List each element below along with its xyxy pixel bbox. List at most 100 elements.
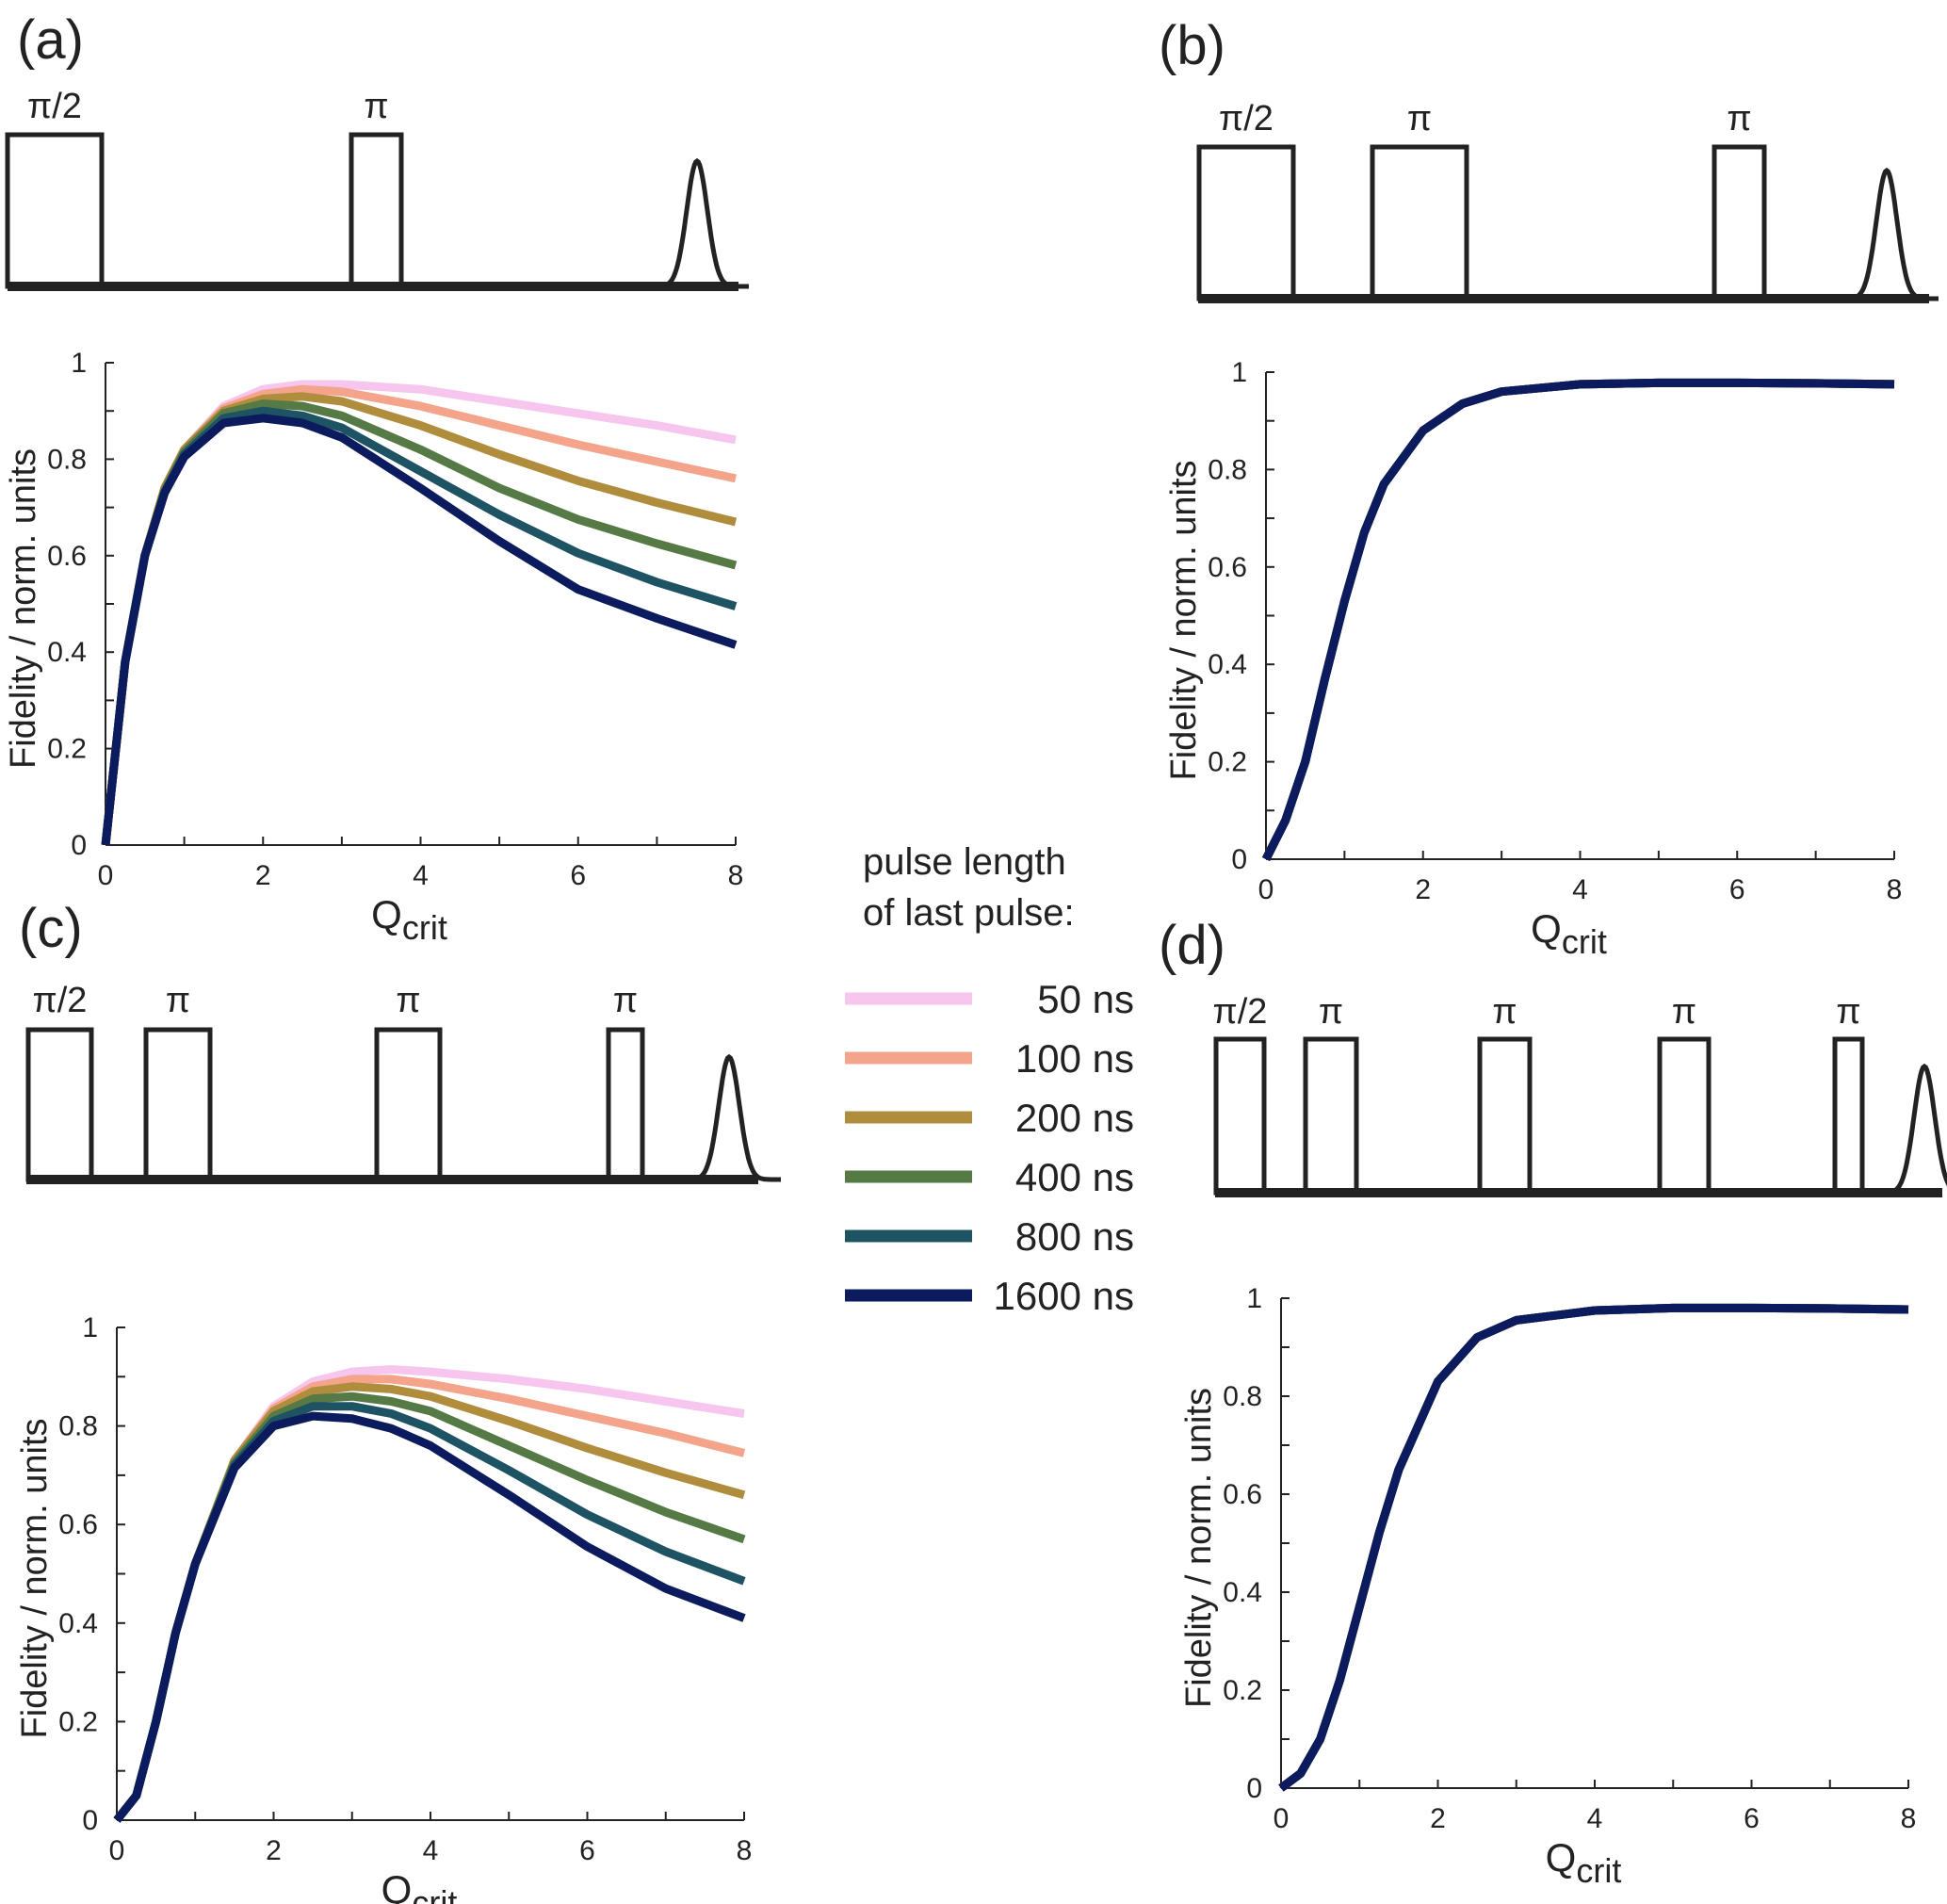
y-tick-label: 1 (71, 348, 87, 379)
y-tick-label: 0 (71, 830, 87, 861)
y-axis-label: Fidelity / norm. units (15, 1419, 55, 1739)
pulse-label: π (613, 981, 638, 1020)
pulse-box (143, 1027, 213, 1182)
y-tick-label: 0.6 (1223, 1479, 1262, 1510)
y-axis-label: Fidelity / norm. units (4, 448, 43, 769)
y-tick-label: 0.8 (58, 1411, 98, 1442)
fidelity-plot: 0 2 4 6 8 0 0.2 0.4 0.6 0.8 1 Qcrit Fidelity / norm.… (1164, 357, 1902, 961)
x-tick-label: 4 (413, 860, 429, 891)
y-tick-label: 0 (1231, 844, 1247, 875)
panel-d: (d) π/2 π π π π 0 2 4 6 8 0 0.2 0.4 0.6 0.8 1 Qcrit Fideli… (1159, 915, 1947, 1890)
pulse-label: π (1836, 992, 1860, 1032)
panel-label: (d) (1159, 915, 1225, 976)
x-tick-label: 6 (579, 1835, 595, 1866)
pulse-label: π (1319, 992, 1343, 1032)
x-tick-label: 0 (98, 860, 114, 891)
echo-signal (645, 157, 749, 289)
legend: pulse length of last pulse: 50 ns 100 ns 200… (845, 841, 1134, 1318)
panel-label: (c) (19, 898, 83, 959)
series-line-800-ns (1261, 378, 1895, 862)
pulse-sequence: π/2 π π (1196, 99, 1939, 303)
pulse-box (25, 1027, 94, 1182)
y-tick-label: 0.4 (1223, 1577, 1262, 1608)
x-axis-label-subscript: crit (402, 908, 447, 947)
pulse-box (5, 132, 105, 289)
x-axis-label: Qcrit (1546, 1835, 1622, 1890)
x-axis-label-main: Q (381, 1867, 413, 1904)
legend-item-label: 100 ns (1015, 1036, 1134, 1081)
pulse-box (1832, 1036, 1865, 1196)
series-line-200-ns (101, 392, 738, 846)
fidelity-plot: 0 2 4 6 8 0 0.2 0.4 0.6 0.8 1 Qcrit Fidelity / norm.… (1179, 1283, 1916, 1890)
y-tick-label: 0.2 (47, 734, 87, 765)
x-tick-label: 0 (109, 1835, 125, 1866)
echo-signal (1835, 167, 1939, 301)
x-axis-label: Qcrit (1531, 906, 1607, 961)
series-line-800-ns (101, 406, 738, 846)
x-tick-label: 4 (1587, 1803, 1603, 1834)
pulse-label: π/2 (1213, 992, 1268, 1032)
x-tick-label: 6 (1729, 874, 1745, 905)
y-tick-label: 0 (82, 1805, 98, 1836)
y-tick-label: 0.8 (1208, 454, 1247, 485)
series-line-100-ns (101, 384, 737, 846)
y-tick-label: 0 (1246, 1773, 1262, 1804)
pulse-label: π (1727, 99, 1751, 138)
pulse-box (1196, 144, 1296, 301)
series-line-100-ns (1261, 378, 1895, 862)
pulse-label: π (396, 981, 420, 1020)
series-line-1600-ns (113, 1411, 746, 1823)
pulse-box (1712, 144, 1767, 301)
pulse-label: π/2 (33, 981, 88, 1020)
pulse-box (1370, 144, 1469, 301)
series-line-400-ns (1261, 378, 1895, 862)
legend-item-label: 400 ns (1015, 1155, 1134, 1199)
y-tick-label: 0.6 (1208, 552, 1247, 583)
y-axis-label: Fidelity / norm. units (1179, 1388, 1219, 1708)
y-tick-label: 0.6 (47, 541, 87, 572)
legend-item-label: 50 ns (1037, 977, 1134, 1021)
pulse-label: π/2 (27, 87, 82, 126)
legend-title-line1: pulse length (863, 841, 1066, 883)
legend-title-line2: of last pulse: (863, 892, 1075, 934)
panel-label: (b) (1159, 15, 1225, 76)
x-axis-label-subscript: crit (412, 1883, 457, 1904)
x-tick-label: 0 (1258, 874, 1274, 905)
x-axis-label-subscript: crit (1562, 922, 1607, 961)
series-line-50-ns (113, 1365, 745, 1823)
y-tick-label: 0.6 (58, 1509, 98, 1540)
series-line-200-ns (113, 1382, 746, 1823)
panel-c: (c) π/2 π π π 0 2 4 6 8 0 0.2 0.4 0.6 0.8 1 Qcrit Fidelit… (15, 898, 781, 1904)
series-line-1600-ns (1261, 378, 1895, 862)
legend-item-label: 1600 ns (994, 1274, 1134, 1318)
pulse-sequence: π/2 π π π π (1213, 992, 1947, 1197)
x-tick-label: 8 (1901, 1803, 1917, 1834)
panel-label: (a) (17, 9, 84, 71)
panel-a: (a) π/2 π 0 2 4 6 8 0 0.2 0.4 0.6 0.8 1 Qcrit Fidelity … (4, 9, 749, 947)
echo-signal (1873, 1063, 1947, 1196)
pulse-sequence: π/2 π (5, 87, 749, 291)
y-tick-label: 0.2 (1223, 1675, 1262, 1706)
series-line-1600-ns (1278, 1303, 1909, 1792)
y-tick-label: 0.4 (58, 1608, 98, 1639)
x-tick-label: 8 (1887, 874, 1903, 905)
x-tick-label: 8 (737, 1835, 753, 1866)
pulse-label: π/2 (1219, 99, 1274, 138)
x-tick-label: 2 (266, 1835, 282, 1866)
pulse-box (1657, 1036, 1712, 1196)
pulse-label: π (1672, 992, 1696, 1032)
fidelity-plot: 0 2 4 6 8 0 0.2 0.4 0.6 0.8 1 Qcrit Fidelity / norm.… (15, 1312, 752, 1904)
pulse-sequence: π/2 π π π (25, 981, 781, 1184)
series-line-400-ns (113, 1391, 746, 1823)
x-tick-label: 0 (1274, 1803, 1290, 1834)
echo-signal (677, 1053, 781, 1182)
x-axis-label-main: Q (1531, 906, 1562, 951)
pulse-box (374, 1027, 443, 1182)
panel-b: (b) π/2 π π 0 2 4 6 8 0 0.2 0.4 0.6 0.8 1 Qcrit Fidelity… (1159, 15, 1939, 961)
x-tick-label: 6 (570, 860, 586, 891)
x-axis-label: Qcrit (371, 892, 447, 947)
x-tick-label: 8 (728, 860, 744, 891)
y-tick-label: 0.8 (1223, 1381, 1262, 1412)
x-tick-label: 2 (1415, 874, 1431, 905)
x-tick-label: 2 (255, 860, 271, 891)
